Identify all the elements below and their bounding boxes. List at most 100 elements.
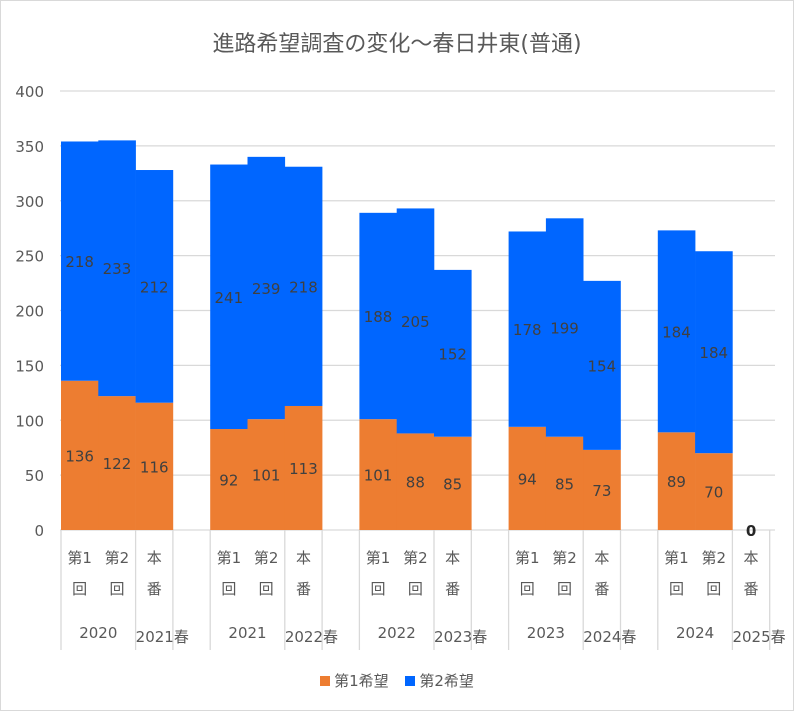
bar-segment-1 (657, 432, 696, 530)
chart-title: 進路希望調査の変化～春日井東(普通) (212, 32, 582, 57)
data-label: 154 (588, 357, 617, 375)
data-label: 239 (252, 280, 281, 298)
data-label: 122 (103, 455, 132, 473)
bar-segment-2 (359, 212, 397, 420)
bar-segment-2 (396, 208, 435, 434)
bar-segment-2 (135, 170, 174, 403)
x-tick-label: 第2 (552, 549, 577, 567)
y-tick-label: 350 (15, 138, 44, 156)
bar-segment-1 (583, 449, 621, 530)
bar-segment-1 (135, 402, 174, 530)
bar-segment-2 (247, 156, 286, 420)
x-tick-label: 本 (445, 549, 460, 567)
x-tick-label: 第1 (664, 549, 689, 567)
bar-segment-2 (98, 140, 136, 397)
bar-segment-2 (583, 280, 621, 450)
group-label: 2025春 (732, 628, 785, 646)
data-label: 101 (364, 467, 393, 485)
bar-segment-2 (284, 166, 323, 406)
x-tick-label: 本 (744, 549, 759, 567)
x-tick-label: 回 (109, 580, 124, 598)
group-label: 2022 (378, 624, 416, 642)
group-label: 2022春 (285, 628, 338, 646)
x-tick-label: 第2 (403, 549, 428, 567)
bar-segment-1 (210, 429, 248, 530)
data-label: 218 (289, 278, 318, 296)
legend: 第1希望 第2希望 (0, 670, 794, 691)
group-label: 2021春 (136, 628, 189, 646)
group-label: 2023 (527, 624, 565, 642)
x-tick-label: 回 (259, 580, 274, 598)
bar-segment-2 (210, 164, 248, 430)
x-tick-label: 回 (408, 580, 423, 598)
data-label: 85 (555, 475, 574, 493)
bar-segment-2 (657, 230, 696, 433)
data-label: 89 (667, 473, 686, 491)
x-tick-label: 番 (147, 580, 162, 598)
bar-segment-1 (359, 419, 397, 530)
data-label: 199 (550, 320, 579, 338)
bar-segment-2 (695, 251, 733, 454)
data-label: 188 (364, 308, 393, 326)
group-label: 2024 (676, 624, 714, 642)
data-label: 92 (219, 472, 238, 490)
y-tick-label: 200 (15, 303, 44, 321)
data-label: 85 (443, 475, 462, 493)
group-label: 2021 (228, 624, 266, 642)
y-tick-label: 100 (15, 412, 44, 430)
legend-swatch (320, 675, 331, 686)
bar-segment-1 (545, 436, 584, 530)
data-label: 0 (746, 522, 756, 540)
data-label: 178 (513, 321, 542, 339)
data-label: 88 (406, 474, 425, 492)
x-tick-label: 番 (744, 580, 759, 598)
group-label: 2020 (79, 624, 117, 642)
data-label: 136 (65, 447, 94, 465)
data-label: 218 (65, 253, 94, 271)
bar-segment-1 (695, 453, 733, 530)
x-tick-label: 番 (445, 580, 460, 598)
x-tick-label: 回 (221, 580, 236, 598)
group-label: 2024春 (583, 628, 636, 646)
x-tick-label: 本 (147, 549, 162, 567)
data-label: 212 (140, 278, 169, 296)
legend-item-series-1: 第1希望 (320, 670, 389, 691)
y-tick-label: 300 (15, 193, 44, 211)
legend-item-series-2: 第2希望 (405, 670, 474, 691)
x-tick-label: 回 (72, 580, 87, 598)
x-tick-label: 本 (296, 549, 311, 567)
x-tick-label: 回 (669, 580, 684, 598)
y-tick-label: 0 (34, 522, 44, 540)
data-label: 233 (103, 260, 132, 278)
x-tick-label: 第1 (515, 549, 540, 567)
data-label: 184 (662, 323, 691, 341)
legend-swatch (405, 675, 416, 686)
bar-segment-1 (508, 426, 547, 530)
bar-segment-1 (434, 436, 472, 530)
x-tick-label: 回 (371, 580, 386, 598)
x-tick-label: 第2 (254, 549, 279, 567)
y-tick-label: 250 (15, 248, 44, 266)
bar-segment-1 (247, 419, 286, 530)
data-label: 184 (699, 344, 728, 362)
x-tick-label: 番 (594, 580, 609, 598)
data-label: 70 (704, 484, 723, 502)
data-label: 205 (401, 313, 430, 331)
bar-segment-2 (508, 231, 547, 427)
data-label: 73 (592, 482, 611, 500)
group-label: 2023春 (434, 628, 487, 646)
data-label: 101 (252, 467, 281, 485)
x-tick-label: 番 (296, 580, 311, 598)
data-label: 241 (215, 289, 244, 307)
data-label: 152 (438, 345, 467, 363)
x-tick-label: 第1 (217, 549, 242, 567)
data-label: 113 (289, 460, 318, 478)
bar-segment-1 (284, 405, 323, 530)
legend-label: 第1希望 (334, 672, 389, 690)
y-tick-label: 400 (15, 83, 44, 101)
x-tick-label: 回 (557, 580, 572, 598)
x-tick-label: 第1 (67, 549, 92, 567)
bar-segment-1 (61, 380, 99, 530)
bar-segment-2 (434, 269, 472, 437)
